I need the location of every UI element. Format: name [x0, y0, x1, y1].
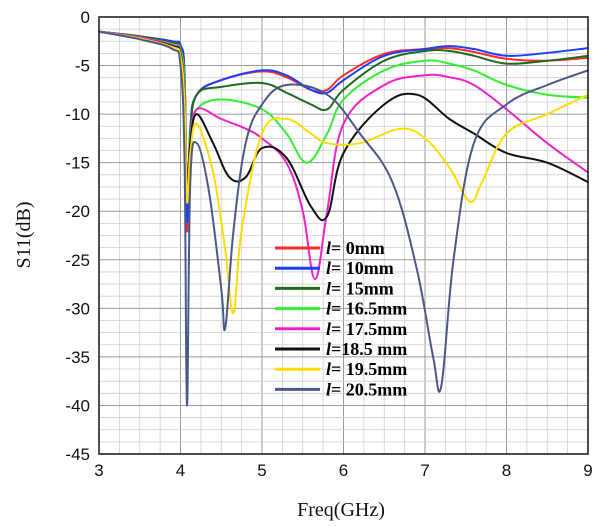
y-tick-label: -25 — [65, 251, 90, 270]
legend-label-text: = 0mm — [331, 238, 385, 258]
legend-label-symbol: l — [326, 379, 331, 399]
legend-label: l= 0mm — [326, 238, 385, 258]
tick-layer: 3 4 5 6 7 8 9 0 -5 -10 -15 -20 -25 -30 -35 -40 -45 — [65, 8, 592, 480]
legend-label-text: = 16.5mm — [331, 299, 407, 319]
series-line-7 — [98, 30, 589, 315]
legend-label-text: = 20.5mm — [331, 379, 407, 399]
legend-label: l=18.5 mm — [326, 339, 407, 359]
x-tick-label: 9 — [583, 461, 592, 480]
x-tick-label: 8 — [502, 461, 511, 480]
legend-label: l= 19.5mm — [326, 359, 407, 379]
legend-label-symbol: l — [326, 299, 331, 319]
x-tick-label: 7 — [420, 461, 429, 480]
x-tick-label: 5 — [257, 461, 266, 480]
y-axis-title: S11(dB) — [13, 201, 35, 268]
y-tick-label: -10 — [65, 105, 90, 124]
legend-label: l= 20.5mm — [326, 379, 407, 399]
y-tick-label: -20 — [65, 202, 90, 221]
legend-label-text: = 15mm — [331, 278, 394, 298]
legend-label-symbol: l — [326, 339, 331, 359]
legend-label-text: = 17.5mm — [331, 319, 407, 339]
plot-frame — [98, 16, 589, 455]
legend-label-symbol: l — [326, 258, 331, 278]
y-tick-label: -5 — [75, 57, 90, 76]
legend-label-symbol: l — [326, 359, 331, 379]
legend-label: l= 10mm — [326, 258, 394, 278]
series-line-8 — [98, 30, 589, 407]
y-tick-label: 0 — [81, 8, 90, 27]
legend-label: l= 16.5mm — [326, 299, 407, 319]
legend-label-text: = 10mm — [331, 258, 394, 278]
y-tick-label: -35 — [65, 348, 90, 367]
y-tick-label: -45 — [65, 445, 90, 464]
y-tick-label: -30 — [65, 299, 90, 318]
legend-label: l= 15mm — [326, 278, 394, 298]
legend-label-text: = 19.5mm — [331, 359, 407, 379]
legend-label-symbol: l — [326, 278, 331, 298]
legend-label-symbol: l — [326, 319, 331, 339]
x-tick-label: 3 — [94, 461, 103, 480]
x-tick-label: 6 — [339, 461, 348, 480]
series-line-2 — [98, 30, 589, 223]
x-tick-label: 4 — [176, 461, 185, 480]
x-axis-title: Freq(GHz) — [297, 499, 385, 521]
y-tick-label: -15 — [65, 154, 90, 173]
legend-label-symbol: l — [326, 238, 331, 258]
legend-label-text: =18.5 mm — [331, 339, 407, 359]
legend-label: l= 17.5mm — [326, 319, 407, 339]
series-layer — [98, 30, 589, 407]
y-tick-label: -40 — [65, 396, 90, 415]
